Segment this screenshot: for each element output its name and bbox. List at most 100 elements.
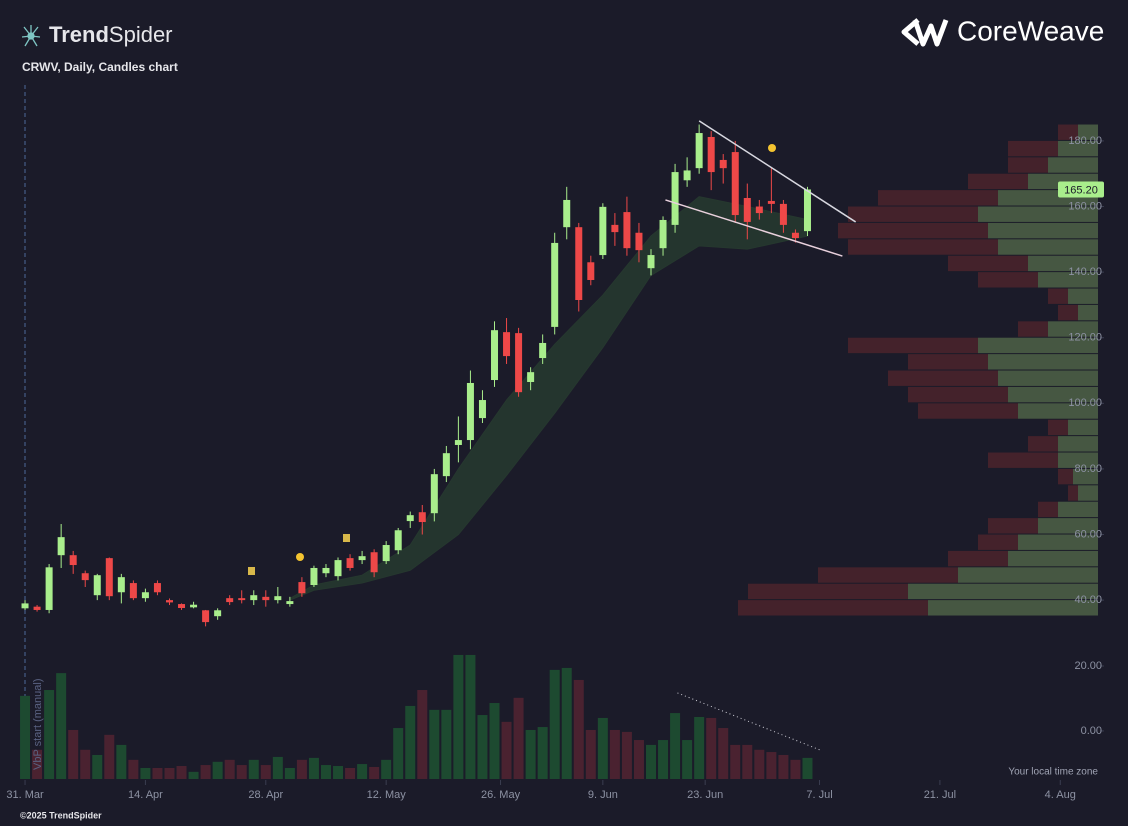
volume-bar [56, 673, 67, 779]
candle-body [767, 200, 775, 204]
profile-down [1048, 419, 1068, 436]
volume-bar [20, 695, 31, 779]
candle-body [671, 172, 679, 225]
volume-bar [248, 759, 259, 779]
candle-body [238, 598, 246, 601]
profile-down [1008, 140, 1058, 157]
volume-bar [513, 697, 524, 779]
candle-body [623, 212, 631, 249]
candle-body [105, 558, 113, 597]
candle-body [153, 583, 161, 593]
profile-up [1058, 140, 1098, 157]
volume-bar [429, 709, 440, 779]
emoji-icons [248, 144, 776, 575]
candle-body [527, 372, 535, 382]
volume-bar [369, 766, 380, 779]
candle-body [93, 575, 101, 596]
profile-up [988, 222, 1098, 239]
volume-bar [742, 744, 753, 779]
candle-body [707, 136, 715, 173]
candle-body [190, 604, 198, 608]
profile-down [1008, 157, 1048, 173]
candle-body [226, 598, 234, 603]
candle-body [382, 545, 390, 562]
candle-body [334, 560, 342, 577]
candle-body [779, 203, 787, 225]
candle-body [599, 206, 607, 256]
candle-body [575, 227, 583, 300]
profile-down [1038, 501, 1058, 518]
profile-down [908, 386, 1008, 403]
volume-bar [453, 654, 464, 779]
volume-bar [308, 757, 319, 779]
x-tick-label: 21. Jul [924, 789, 956, 801]
volume-bar [92, 754, 103, 779]
candle-body [563, 199, 571, 228]
volume-bar [501, 721, 512, 779]
candle-body [250, 595, 258, 601]
volume-bar [140, 767, 151, 779]
profile-up [1018, 534, 1098, 550]
candle-body [695, 133, 703, 169]
candle-body [165, 600, 173, 603]
x-tick-label: 28. Apr [248, 789, 283, 801]
volume-bar [465, 654, 476, 779]
profile-down [878, 190, 998, 206]
candle-body [587, 262, 595, 280]
profile-down [1048, 288, 1068, 304]
timezone: Your local time zone [1008, 767, 1098, 778]
profile-up [1078, 304, 1098, 321]
candle-body [57, 537, 65, 556]
candle-body [394, 530, 402, 551]
cloud-lower [289, 235, 808, 601]
candle-body [647, 255, 655, 269]
profile-up [1068, 288, 1098, 304]
profile-down [978, 534, 1018, 550]
volume-bar [682, 740, 693, 779]
profile-up [1078, 124, 1098, 140]
volume-bar [284, 767, 295, 779]
profile-up [1058, 501, 1098, 518]
profile-up [1078, 485, 1098, 501]
x-tick-label: 9. Jun [588, 789, 618, 801]
trendline [665, 199, 843, 257]
volume-bar [381, 759, 392, 779]
profile-up [1038, 272, 1098, 288]
volume-bar [357, 764, 368, 779]
volume-bar [525, 729, 536, 779]
profile-down [818, 567, 958, 583]
profile-down [848, 239, 998, 255]
candle-body [202, 610, 210, 623]
volume-bar [441, 709, 452, 779]
volume-bar [32, 749, 43, 779]
volume-bar [320, 765, 331, 779]
profile-down [988, 452, 1058, 468]
volume-bar [236, 765, 247, 779]
candle-body [659, 219, 667, 249]
x-tick-label: 26. May [481, 789, 521, 801]
profile-up [1048, 321, 1098, 337]
profile-down [988, 518, 1038, 534]
y-tick-label: 180.00 [1068, 135, 1102, 147]
candle-body [503, 332, 511, 357]
volume-bar [296, 759, 307, 779]
volume-bar [609, 729, 620, 779]
trendspider-logo [21, 25, 41, 47]
profile-up [958, 567, 1098, 583]
profile-up [998, 239, 1098, 255]
volume-bar [345, 767, 356, 779]
profile-down [948, 255, 1028, 272]
candle-body [791, 232, 799, 239]
volume-bar [573, 679, 584, 779]
volume-bar [670, 713, 681, 779]
volume-bar [585, 729, 596, 779]
cloud-fill [289, 196, 808, 601]
x-tick-label: 14. Apr [128, 789, 163, 801]
volume-bar [212, 761, 223, 779]
x-tick-label: 4. Aug [1045, 789, 1076, 801]
y-tick-label: 100.00 [1068, 397, 1102, 409]
profile-down [918, 403, 1018, 419]
profile-down [1068, 485, 1078, 501]
candle-body [635, 232, 643, 251]
last-price-box [1058, 181, 1104, 198]
